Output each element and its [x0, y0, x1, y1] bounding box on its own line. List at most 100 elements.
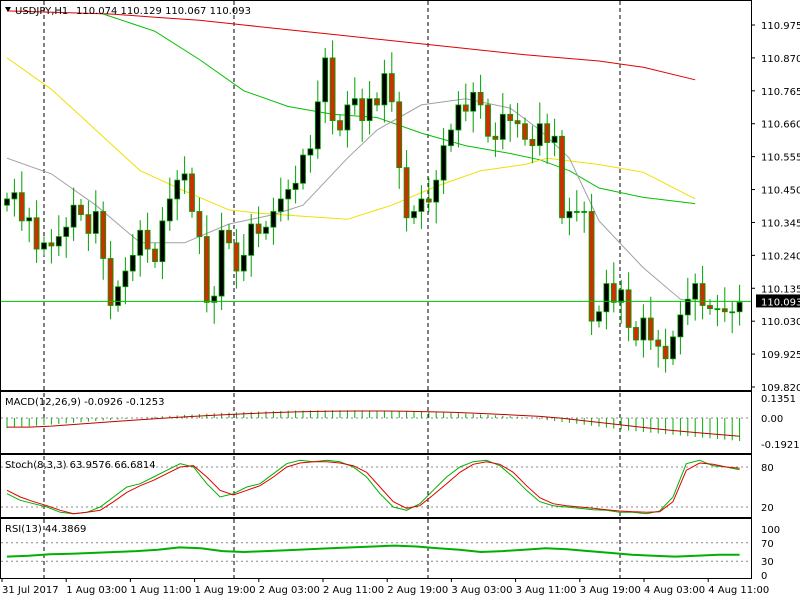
candle-body — [559, 135, 565, 219]
candle-body — [507, 113, 514, 121]
ohlc-readout: 110.074 110.129 110.067 110.093 — [76, 6, 251, 17]
candle-body — [640, 317, 647, 341]
candle-body — [41, 242, 47, 250]
candle-body — [100, 211, 107, 259]
price-axis: 110.975 110.870 110.765 110.660 110.555 110.4… — [751, 21, 800, 394]
candle-body — [684, 298, 691, 316]
candle-body — [411, 211, 417, 219]
price-tick-label: 110.555 — [761, 153, 800, 164]
candle-body — [226, 229, 232, 244]
rsi-tick-label: 100 — [761, 525, 780, 536]
time-tick-label: 1 Aug 03:00 — [66, 585, 127, 596]
candle-body — [470, 91, 477, 112]
candle-body — [374, 98, 380, 106]
candle-body — [366, 98, 373, 121]
candle-body — [596, 311, 602, 322]
candle-body — [285, 189, 292, 200]
time-tick-label: 31 Jul 2017 — [2, 585, 59, 596]
time-tick-label: 2 Aug 03:00 — [259, 585, 320, 596]
candle-body — [240, 254, 247, 272]
macd-tick-label: 0.00 — [761, 414, 783, 425]
stoch-main-line — [6, 459, 740, 515]
candle-body — [322, 57, 329, 103]
candle-body — [448, 129, 454, 147]
candle-body — [196, 211, 203, 237]
candle-body — [462, 104, 469, 112]
current-price-label: 110.093 — [761, 297, 800, 308]
macd-signal-line — [7, 410, 740, 437]
candle-body — [314, 101, 321, 150]
price-tick-label: 110.030 — [761, 317, 800, 328]
candle-body — [721, 308, 728, 313]
candle-body — [122, 270, 129, 288]
price-tick-label: 110.345 — [761, 218, 800, 229]
candle-body — [633, 327, 639, 341]
price-tick-label: 109.820 — [761, 383, 800, 394]
candle-body — [351, 98, 358, 106]
candle-body — [307, 148, 314, 156]
candle-body — [714, 308, 721, 311]
price-tick-label: 110.660 — [761, 120, 800, 131]
macd-tick-label: -0.1921 — [761, 440, 800, 451]
candle-body — [255, 223, 262, 234]
stoch-tick-label: 80 — [761, 463, 774, 474]
candle-body — [551, 135, 558, 143]
candlesticks — [1, 40, 751, 373]
candle-body — [70, 204, 77, 228]
price-tick-label: 110.765 — [761, 87, 800, 98]
current-price-badge — [756, 294, 800, 308]
dropdown-triangle-icon[interactable] — [5, 7, 11, 12]
candle-body — [522, 123, 528, 140]
time-tick-label: 3 Aug 19:00 — [580, 585, 641, 596]
stoch-tick-label: 20 — [761, 503, 774, 514]
macd-panel: 0.1351 0.00 -0.1921 — [1, 394, 800, 451]
candle-body — [610, 283, 617, 303]
candle-body — [707, 305, 713, 310]
candle-body — [425, 198, 432, 203]
candle-body — [115, 286, 121, 306]
candle-body — [337, 120, 343, 131]
candle-body — [137, 229, 144, 256]
candle-body — [152, 248, 158, 263]
price-tick-label: 110.240 — [761, 251, 800, 262]
candle-body — [63, 226, 70, 237]
price-tick-label: 110.870 — [761, 54, 800, 65]
candle-body — [544, 123, 551, 143]
candle-body — [440, 145, 447, 181]
rsi-tick-label: 0 — [761, 571, 767, 582]
candle-body — [33, 217, 40, 250]
time-tick-label: 4 Aug 11:00 — [708, 585, 769, 596]
candle-body — [492, 135, 499, 140]
macd-tick-label: 0.1351 — [761, 394, 796, 405]
candle-body — [625, 289, 632, 328]
stoch-title: Stoch(8,3,3) 63.9576 66.6814 — [5, 460, 156, 471]
candle-body — [381, 73, 388, 106]
candle-body — [692, 283, 699, 300]
rsi-tick-label: 30 — [761, 557, 774, 568]
rsi-panel: 100 70 30 0 — [1, 525, 780, 582]
macd-title: MACD(12,26,9) -0.0926 -0.1253 — [5, 397, 165, 408]
time-tick-label: 2 Aug 11:00 — [323, 585, 384, 596]
candle-body — [455, 104, 462, 131]
candle-body — [55, 236, 62, 247]
candle-body — [388, 73, 395, 103]
candle-body — [699, 283, 706, 306]
candle-body — [529, 138, 536, 147]
candle-body — [485, 104, 491, 137]
candle-body — [129, 254, 136, 272]
candle-body — [670, 336, 676, 360]
candle-body — [514, 120, 521, 125]
price-tick-label: 110.450 — [761, 186, 800, 197]
candle-body — [203, 236, 210, 303]
candle-body — [78, 204, 84, 216]
candle-body — [292, 182, 299, 190]
stoch-panel: 80 20 — [1, 459, 774, 515]
candle-body — [211, 295, 218, 303]
candle-body — [26, 217, 33, 222]
candle-body — [11, 192, 18, 200]
time-tick-label: 1 Aug 19:00 — [195, 585, 256, 596]
candle-body — [248, 223, 255, 256]
price-tick-label: 110.975 — [761, 21, 800, 32]
candle-body — [263, 226, 269, 234]
